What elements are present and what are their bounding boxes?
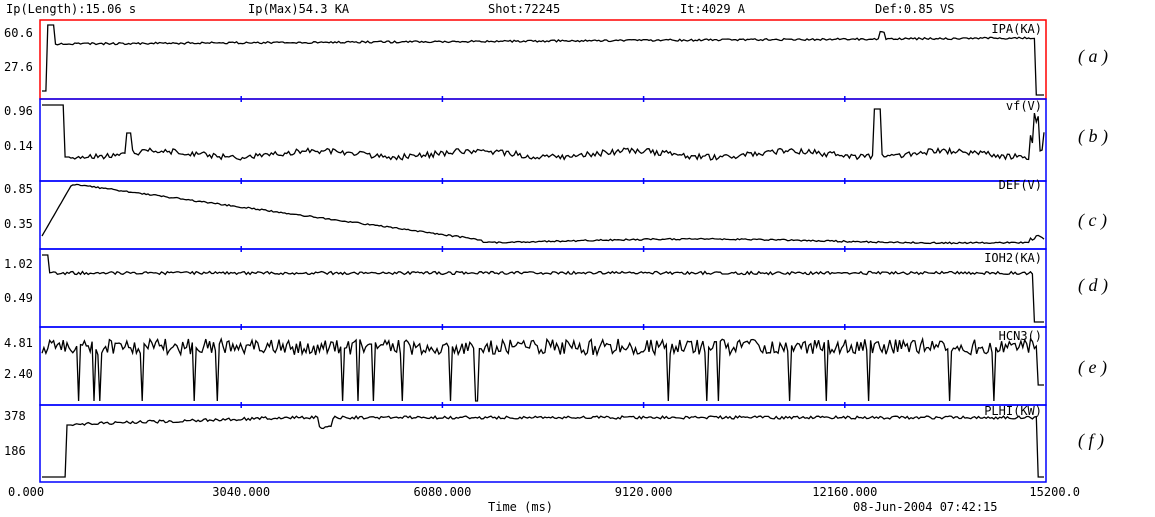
x-tick-label-0: 0.000	[8, 485, 44, 499]
panel-caption-d: ( d )	[1078, 275, 1108, 295]
y-tick-label-2-0: 0.85	[4, 182, 33, 196]
panel-title-3: IOH2(KA)	[984, 251, 1042, 265]
y-tick-label-3-0: 1.02	[4, 257, 33, 271]
x-tick-label-5: 15200.0	[1029, 485, 1080, 499]
panel-frame-4	[39, 326, 1047, 406]
panel-caption-b: ( b )	[1078, 126, 1108, 146]
x-tick-label-2: 6080.000	[414, 485, 472, 499]
trace-line-2	[41, 183, 1045, 245]
y-tick-label-1-0: 0.96	[4, 104, 33, 118]
panel-caption-f: ( f )	[1078, 430, 1104, 450]
y-tick-label-1-1: 0.14	[4, 139, 33, 153]
y-tick-label-5-0: 378	[4, 409, 26, 423]
trace-line-1	[42, 104, 1045, 161]
panel-frame-0	[39, 19, 1047, 100]
x-tick-label-3: 9120.000	[615, 485, 673, 499]
panel-title-2: DEF(V)	[999, 178, 1042, 192]
shot-datetime: 08-Jun-2004 07:42:15	[853, 500, 998, 514]
y-tick-label-2-1: 0.35	[4, 217, 33, 231]
panel-caption-c: ( c )	[1078, 210, 1107, 230]
panel-caption-e: ( e )	[1078, 357, 1107, 377]
shot-number-readout: Shot:72245	[488, 2, 561, 16]
x-tick-label-1: 3040.000	[212, 485, 270, 499]
trace-line-3	[42, 254, 1044, 323]
def-readout: Def:0.85 VS	[875, 2, 955, 16]
panel-frame-1	[39, 98, 1047, 182]
y-tick-label-4-0: 4.81	[4, 336, 33, 350]
trace-line-0	[42, 24, 1044, 96]
x-axis-label: Time (ms)	[488, 500, 554, 514]
y-tick-label-5-1: 186	[4, 444, 26, 458]
trace-line-5	[42, 414, 1044, 478]
y-tick-label-0-1: 27.6	[4, 60, 33, 74]
y-tick-label-0-0: 60.6	[4, 26, 33, 40]
panel-title-4: HCN3()	[999, 329, 1042, 343]
y-tick-label-4-1: 2.40	[4, 367, 33, 381]
panel-frame-5	[39, 404, 1047, 483]
shot-summary-header: Ip(Length):15.06 s Ip(Max)54.3 KA Shot:7…	[0, 0, 1155, 20]
panel-frame-3	[39, 248, 1047, 328]
panel-title-5: PLHI(KW)	[984, 404, 1042, 418]
toroidal-current-readout: It:4029 A	[680, 2, 746, 16]
y-tick-label-3-1: 0.49	[4, 291, 33, 305]
panel-title-0: IPA(KA)	[991, 22, 1042, 36]
panel-title-1: vf(V)	[1006, 99, 1042, 113]
ip-length-readout: Ip(Length):15.06 s	[6, 2, 137, 16]
ip-max-readout: Ip(Max)54.3 KA	[248, 2, 350, 16]
panel-caption-a: ( a )	[1078, 46, 1108, 66]
x-tick-label-4: 12160.000	[812, 485, 877, 499]
panel-frame-2	[39, 180, 1047, 250]
trace-line-4	[41, 336, 1044, 402]
